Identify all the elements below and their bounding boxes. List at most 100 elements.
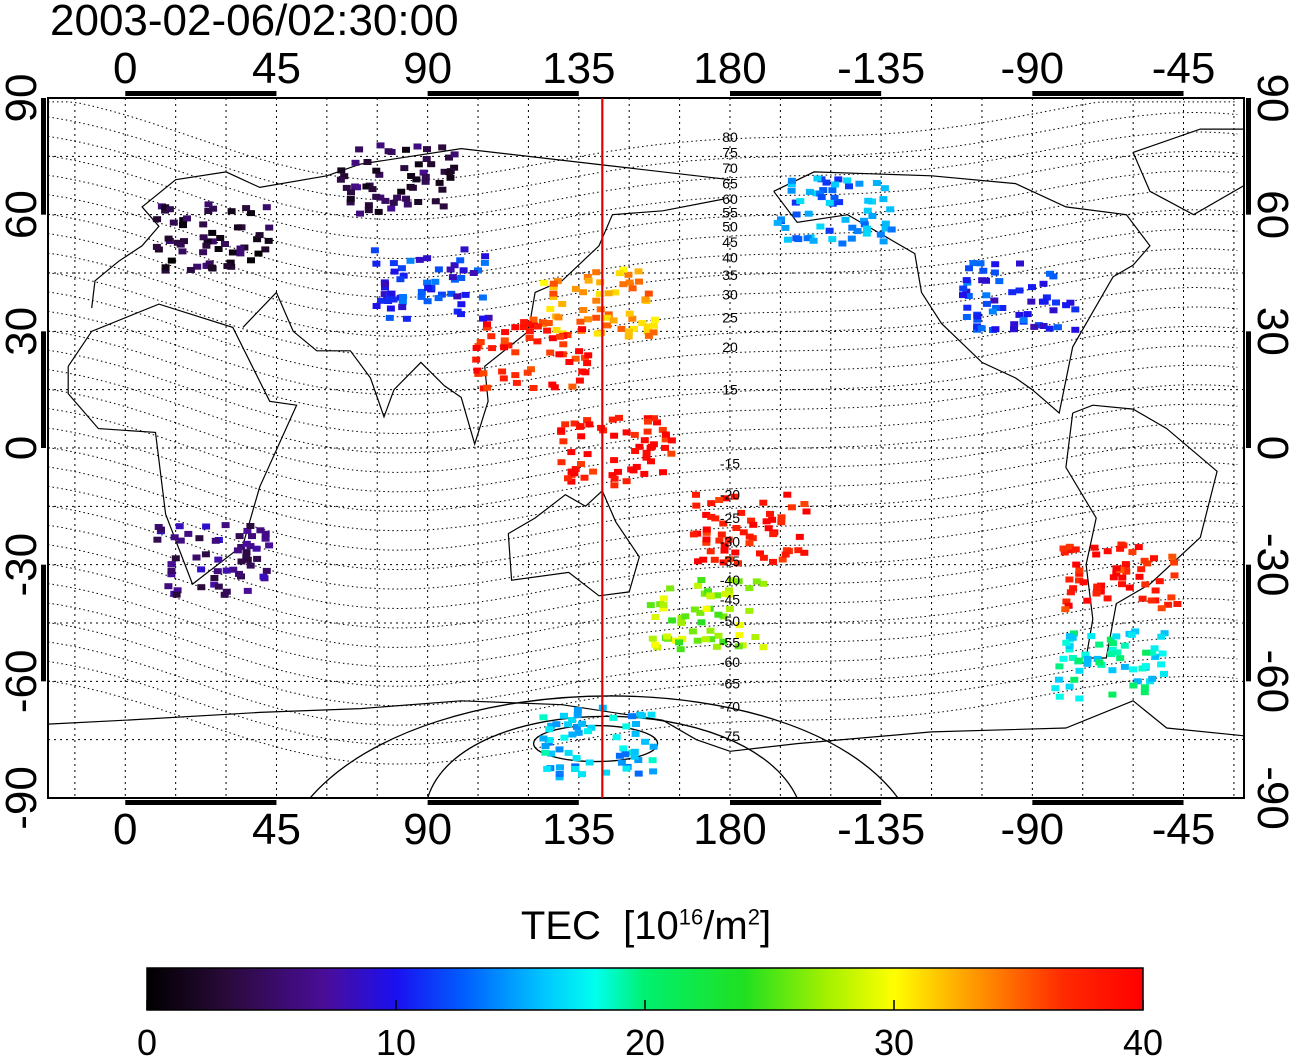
tec-pixel xyxy=(1143,560,1152,567)
tec-pixel xyxy=(1122,568,1131,575)
tec-pixel xyxy=(539,714,548,721)
tec-pixel xyxy=(622,765,631,772)
tec-pixel xyxy=(1051,685,1060,692)
tec-pixel xyxy=(694,558,702,565)
tec-pixel xyxy=(1121,561,1130,568)
tec-pixel xyxy=(677,619,686,626)
tec-pixel xyxy=(784,548,793,555)
tec-pixel xyxy=(192,554,201,561)
tec-pixel xyxy=(650,415,658,422)
tec-pixel xyxy=(555,770,564,777)
tec-pixel xyxy=(762,518,771,525)
tec-pixel xyxy=(208,229,217,236)
x-tick-label-top: 90 xyxy=(403,44,452,93)
tec-pixel xyxy=(571,355,580,362)
tec-pixel xyxy=(973,316,982,323)
tec-pixel xyxy=(768,516,777,523)
tec-pixel xyxy=(650,316,659,323)
tec-pixel xyxy=(651,641,660,648)
tec-pixel xyxy=(574,729,583,736)
tec-pixel xyxy=(1109,574,1118,581)
tec-pixel xyxy=(681,613,690,620)
tec-pixel xyxy=(1112,633,1121,640)
tec-pixel xyxy=(724,536,733,543)
tec-pixel xyxy=(706,627,715,634)
tec-pixel xyxy=(876,231,885,238)
tec-pixel xyxy=(445,169,454,176)
tec-pixel xyxy=(424,284,433,291)
coastline-n-america xyxy=(773,171,1151,415)
tec-pixel xyxy=(585,421,594,428)
tec-pixel xyxy=(1095,641,1104,648)
tec-pixel xyxy=(557,427,566,434)
mag-contour-line xyxy=(48,578,1238,668)
tec-pixel xyxy=(221,522,230,529)
tec-pixel xyxy=(450,151,459,158)
tec-pixel xyxy=(773,219,782,226)
tec-pixel xyxy=(863,207,872,214)
tec-pixel xyxy=(701,636,710,643)
tec-pixel xyxy=(351,159,360,166)
tec-pixel xyxy=(560,734,569,741)
colorbar-tick-label: 40 xyxy=(1123,1022,1163,1057)
tec-pixel xyxy=(689,531,698,538)
tec-pixel xyxy=(167,257,176,264)
tec-pixel xyxy=(1083,660,1092,667)
tec-pixel xyxy=(575,348,584,355)
tec-pixel xyxy=(756,550,764,557)
tec-pixel xyxy=(195,535,204,542)
x-tick-label-top: 180 xyxy=(693,44,766,93)
tec-pixel xyxy=(578,326,587,333)
mag-contour-line xyxy=(48,539,1238,629)
frame-band xyxy=(125,91,277,96)
tec-pixel xyxy=(668,617,677,624)
tec-pixel xyxy=(234,224,242,231)
tec-pixel xyxy=(630,431,639,438)
tec-pixel xyxy=(1157,661,1166,668)
tec-pixel xyxy=(547,750,556,757)
tec-pixel xyxy=(676,646,685,653)
contour-label: -65 xyxy=(720,675,740,691)
tec-pixel xyxy=(563,332,572,338)
tec-pixel xyxy=(372,193,381,200)
tec-pixel xyxy=(557,459,566,466)
tec-pixel xyxy=(552,721,561,728)
tec-pixel xyxy=(264,237,273,244)
tec-pixels xyxy=(152,142,1182,781)
tec-pixel xyxy=(170,534,179,541)
tec-pixel xyxy=(800,549,809,556)
tec-pixel xyxy=(533,338,542,345)
tec-pixel xyxy=(745,533,754,540)
tec-pixel xyxy=(555,746,564,753)
tec-pixel xyxy=(247,210,255,217)
tec-pixel xyxy=(469,270,478,276)
tec-pixel xyxy=(603,322,612,329)
tec-pixel xyxy=(390,268,399,275)
tec-pixel xyxy=(1060,549,1069,556)
mag-contour-line xyxy=(48,423,1238,512)
y-tick-label-left: 0 xyxy=(0,436,46,460)
colorbar-tick-label: 0 xyxy=(137,1022,157,1057)
mag-contour-line xyxy=(48,636,1238,726)
tec-pixel xyxy=(1062,639,1071,646)
tec-pixel xyxy=(720,547,729,554)
tec-pixel xyxy=(714,632,723,639)
contour-label: -50 xyxy=(720,613,740,629)
tec-pixel xyxy=(769,558,777,565)
tec-pixel xyxy=(759,554,768,561)
tec-pixel xyxy=(769,531,778,538)
tec-pixel xyxy=(990,297,999,304)
tec-pixel xyxy=(387,290,396,297)
tec-pixel xyxy=(353,184,362,191)
tec-pixel xyxy=(523,369,532,376)
tec-pixel xyxy=(595,290,604,297)
tec-pixel xyxy=(749,521,758,528)
tec-pixel xyxy=(781,551,790,558)
tec-pixel xyxy=(1071,306,1080,313)
tec-pixel xyxy=(696,609,705,616)
tec-pixel xyxy=(1055,663,1064,670)
tec-pixel xyxy=(1030,323,1039,330)
tec-pixel xyxy=(481,253,490,260)
tec-pixel xyxy=(659,469,667,476)
tec-pixel xyxy=(649,768,658,775)
